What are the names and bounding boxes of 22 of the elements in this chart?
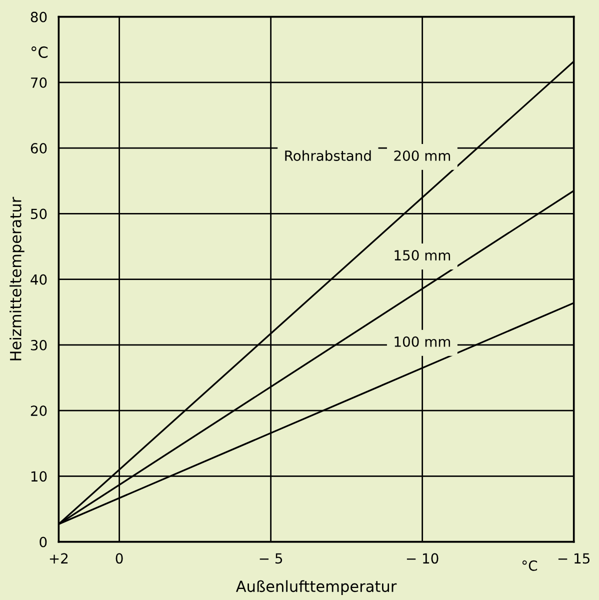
series-label: 100 mm [394,336,450,347]
y-tick-label: 50 [30,208,47,220]
x-tick-label: − 5 [260,553,282,564]
series-label: 150 mm [394,250,450,261]
y-axis-title: Heizmitteltemperatur [10,196,24,360]
y-tick-label: 80 [30,12,47,22]
x-axis-title: Außenlufttemperatur [236,580,397,596]
annotation: Rohrabstand [285,150,371,161]
x-tick-label: 0 [116,553,123,564]
y-tick-label: 60 [30,143,47,154]
text: °C [522,560,538,571]
y-tick-label: 30 [30,340,47,350]
y-tick-label: 20 [30,406,47,416]
x-tick-label: − 15 [558,553,590,564]
y-tick-label: 40 [30,274,47,285]
x-tick-label: − 10 [406,553,438,564]
text: °C [32,46,48,58]
y-tick-label: 70 [31,77,47,88]
x-tick-label: +2 [50,553,68,564]
y-tick-label: 10 [31,471,47,482]
y-tick-label: 0 [40,536,47,548]
series-label: 200 mm [394,150,450,161]
